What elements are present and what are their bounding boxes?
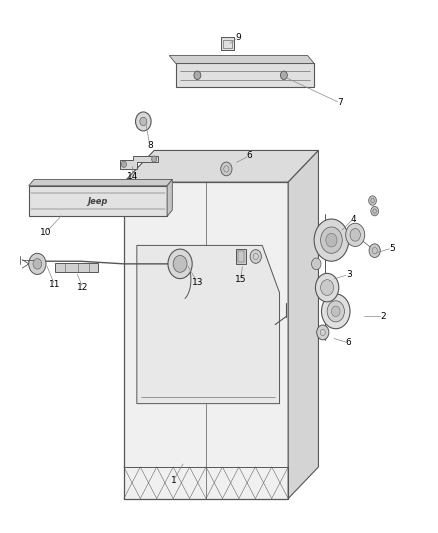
Text: 7: 7 (337, 99, 343, 108)
Polygon shape (120, 156, 159, 169)
Bar (223, 39, 232, 47)
Circle shape (29, 253, 46, 274)
Polygon shape (176, 63, 314, 87)
Circle shape (121, 161, 127, 167)
Circle shape (346, 223, 365, 246)
Circle shape (140, 117, 147, 126)
Text: 6: 6 (346, 338, 352, 348)
Circle shape (317, 325, 329, 340)
Circle shape (332, 306, 340, 317)
Polygon shape (167, 180, 172, 216)
Text: 8: 8 (147, 141, 153, 150)
Circle shape (135, 112, 151, 131)
Circle shape (350, 229, 360, 241)
Circle shape (221, 162, 232, 176)
Bar (238, 251, 244, 262)
Circle shape (33, 259, 42, 269)
Circle shape (369, 244, 380, 257)
Circle shape (280, 71, 287, 79)
Text: 5: 5 (389, 244, 395, 253)
Circle shape (321, 294, 350, 329)
Text: 12: 12 (77, 283, 88, 292)
Text: 1: 1 (171, 475, 177, 484)
Circle shape (327, 301, 344, 322)
Bar (221, 37, 234, 50)
Circle shape (315, 273, 339, 302)
Text: 2: 2 (381, 312, 386, 321)
Text: 14: 14 (127, 172, 138, 181)
Circle shape (321, 280, 334, 295)
Polygon shape (137, 245, 279, 403)
Polygon shape (124, 150, 318, 182)
Text: Jeep: Jeep (88, 197, 108, 206)
Polygon shape (124, 182, 288, 498)
Bar (236, 249, 246, 264)
Text: 9: 9 (236, 33, 241, 42)
Circle shape (371, 206, 378, 216)
Text: 6: 6 (247, 151, 252, 160)
Circle shape (311, 258, 321, 270)
Polygon shape (169, 55, 314, 63)
Text: 4: 4 (350, 214, 356, 223)
Circle shape (369, 196, 376, 205)
Text: 11: 11 (49, 280, 60, 289)
Circle shape (250, 249, 261, 263)
Text: 10: 10 (40, 228, 52, 237)
Circle shape (314, 219, 349, 261)
Circle shape (326, 233, 337, 247)
Text: 3: 3 (346, 270, 352, 279)
Circle shape (194, 71, 201, 79)
Circle shape (168, 249, 192, 279)
Bar (55, 263, 98, 272)
Polygon shape (288, 150, 318, 498)
Text: 13: 13 (192, 278, 203, 287)
Polygon shape (29, 180, 172, 186)
Polygon shape (29, 186, 167, 216)
Circle shape (321, 227, 342, 253)
Circle shape (152, 156, 157, 162)
Text: 15: 15 (235, 275, 246, 284)
Bar (124, 467, 288, 498)
Circle shape (173, 255, 187, 272)
